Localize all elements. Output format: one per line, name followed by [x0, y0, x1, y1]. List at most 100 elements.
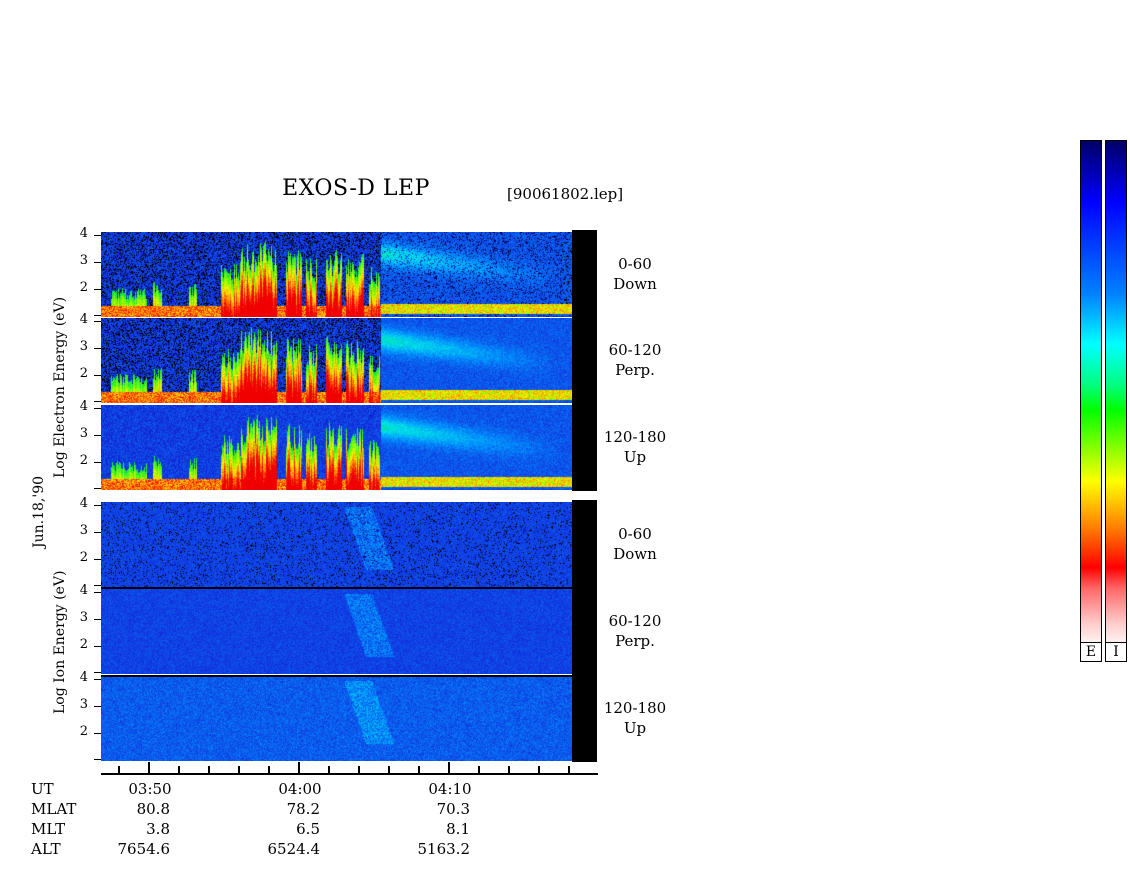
- spectrogram-canvas: [101, 502, 574, 587]
- spectrogram-electron-2: [101, 405, 574, 490]
- y-tick-label: 3: [79, 697, 88, 712]
- orbit-row-label: ALT: [31, 840, 61, 858]
- y-tick-label: 4: [79, 496, 88, 511]
- panel-direction-label: Up: [623, 448, 647, 466]
- electron-colorbar-label: E: [1080, 642, 1102, 662]
- ion-colorbar-label: I: [1105, 642, 1127, 662]
- orbit-value-ut: 04:00: [278, 780, 322, 798]
- x-minor-tick: [208, 766, 210, 773]
- ion-colorbar: [1105, 140, 1127, 650]
- spectrogram-electron-1: [101, 318, 574, 403]
- spectrogram-electron-0: [101, 232, 574, 317]
- electron-data-gap: [572, 230, 597, 491]
- y-tick-mark: [94, 488, 101, 489]
- y-tick-mark: [94, 505, 101, 506]
- orbit-row-label: MLAT: [31, 800, 77, 818]
- y-tick-mark: [94, 375, 101, 376]
- y-tick-mark: [94, 733, 101, 734]
- x-minor-tick: [118, 766, 120, 773]
- y-tick-label: 2: [79, 453, 88, 468]
- y-tick-mark: [94, 315, 101, 316]
- spectrogram-canvas: [101, 405, 574, 490]
- electron-y-axis-label: Log Electron Energy (eV): [52, 296, 68, 478]
- panel-angle-label: 0-60: [618, 255, 652, 273]
- chart-title: EXOS-D LEP: [282, 176, 430, 201]
- orbit-value-alt: 5163.2: [417, 840, 471, 858]
- x-major-tick: [148, 762, 150, 773]
- x-minor-tick: [268, 766, 270, 773]
- y-tick-mark: [94, 759, 101, 760]
- y-tick-mark: [94, 408, 101, 409]
- panel-angle-label: 60-120: [608, 341, 662, 359]
- y-tick-mark: [94, 646, 101, 647]
- spectrogram-ion-5: [101, 676, 574, 761]
- spectrogram-canvas: [101, 589, 574, 674]
- x-minor-tick: [178, 766, 180, 773]
- orbit-value-mlat: 78.2: [286, 800, 320, 818]
- y-tick-label: 2: [79, 280, 88, 295]
- panel-angle-label: 60-120: [608, 612, 662, 630]
- orbit-value-mlt: 8.1: [446, 820, 470, 838]
- x-minor-tick: [478, 766, 480, 773]
- file-name: [90061802.lep]: [507, 185, 624, 203]
- y-tick-mark: [94, 679, 101, 680]
- orbit-row-label: MLT: [31, 820, 66, 838]
- y-tick-mark: [94, 401, 101, 402]
- y-tick-label: 2: [79, 724, 88, 739]
- orbit-value-ut: 03:50: [128, 780, 172, 798]
- x-minor-tick: [238, 766, 240, 773]
- panel-direction-label: Down: [613, 275, 657, 293]
- x-minor-tick: [358, 766, 360, 773]
- y-tick-mark: [94, 706, 101, 707]
- y-tick-label: 2: [79, 550, 88, 565]
- y-tick-label: 4: [79, 583, 88, 598]
- x-minor-tick: [568, 766, 570, 773]
- y-tick-label: 3: [79, 523, 88, 538]
- x-minor-tick: [328, 766, 330, 773]
- y-tick-mark: [94, 672, 101, 673]
- y-tick-label: 4: [79, 226, 88, 241]
- panel-divider: [101, 675, 574, 677]
- orbit-value-alt: 6524.4: [267, 840, 321, 858]
- spectrogram-ion-4: [101, 589, 574, 674]
- orbit-value-mlat: 80.8: [136, 800, 170, 818]
- y-tick-mark: [94, 532, 101, 533]
- y-tick-label: 3: [79, 610, 88, 625]
- panel-direction-label: Down: [613, 545, 657, 563]
- ion-data-gap: [572, 500, 597, 762]
- y-tick-mark: [94, 585, 101, 586]
- panel-direction-label: Up: [623, 719, 647, 737]
- spectrogram-canvas: [101, 318, 574, 403]
- y-tick-label: 4: [79, 399, 88, 414]
- x-major-tick: [448, 762, 450, 773]
- orbit-value-mlt: 6.5: [296, 820, 320, 838]
- orbit-value-alt: 7654.6: [117, 840, 171, 858]
- y-tick-mark: [94, 435, 101, 436]
- orbit-value-ut: 04:10: [428, 780, 472, 798]
- panel-angle-label: 120-180: [603, 428, 667, 446]
- x-minor-tick: [388, 766, 390, 773]
- y-tick-mark: [94, 348, 101, 349]
- panel-direction-label: Perp.: [615, 632, 655, 650]
- panel-direction-label: Perp.: [615, 361, 655, 379]
- orbit-row-label: UT: [31, 780, 54, 798]
- spectrogram-ion-3: [101, 502, 574, 587]
- y-tick-mark: [94, 619, 101, 620]
- y-tick-mark: [94, 559, 101, 560]
- y-tick-mark: [94, 262, 101, 263]
- y-tick-label: 2: [79, 637, 88, 652]
- y-tick-label: 2: [79, 366, 88, 381]
- y-tick-label: 3: [79, 253, 88, 268]
- spectrogram-canvas: [101, 232, 574, 317]
- y-tick-label: 3: [79, 339, 88, 354]
- y-tick-label: 4: [79, 312, 88, 327]
- panel-angle-label: 120-180: [603, 699, 667, 717]
- panel-angle-label: 0-60: [618, 525, 652, 543]
- orbit-value-mlat: 70.3: [436, 800, 470, 818]
- x-minor-tick: [538, 766, 540, 773]
- x-axis: [101, 773, 598, 775]
- y-tick-mark: [94, 462, 101, 463]
- orbit-value-mlt: 3.8: [146, 820, 170, 838]
- y-tick-label: 4: [79, 670, 88, 685]
- electron-colorbar: [1080, 140, 1102, 650]
